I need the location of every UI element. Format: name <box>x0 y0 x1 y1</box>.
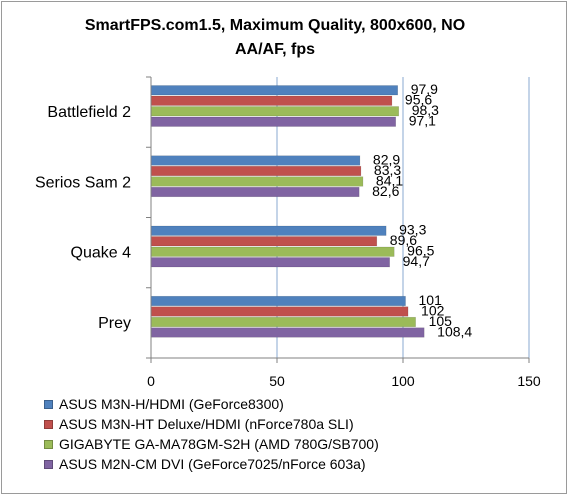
bar <box>150 295 406 307</box>
legend-swatch-icon <box>44 419 53 429</box>
data-label: 94,7 <box>403 253 430 269</box>
bar <box>150 186 360 198</box>
bar <box>150 225 387 236</box>
data-label: 89,6 <box>390 232 417 248</box>
x-tick-label: 50 <box>269 373 285 389</box>
category-label: Serios Sam 2 <box>35 174 131 191</box>
legend-label: ASUS M2N-CM DVI (GeForce7025/nForce 603a… <box>59 456 366 472</box>
legend-item: GIGABYTE GA-MA78GM-S2H (AMD 780G/SB700) <box>44 434 379 454</box>
data-label: 82,9 <box>373 151 400 167</box>
legend-label: ASUS M3N-HT Deluxe/HDMI (nForce780a SLI) <box>59 416 354 432</box>
bar <box>150 257 390 268</box>
data-label: 84,1 <box>376 172 403 188</box>
data-label: 93,3 <box>399 222 426 238</box>
bar <box>150 165 362 177</box>
data-label: 97,1 <box>409 113 436 129</box>
data-label: 98,3 <box>412 102 439 118</box>
data-label: 96,5 <box>407 243 434 259</box>
chart-legend: ASUS M3N-H/HDMI (GeForce8300) ASUS M3N-H… <box>44 394 379 474</box>
data-label: 83,3 <box>374 162 401 178</box>
data-label: 105 <box>429 313 453 329</box>
bar <box>150 316 416 328</box>
x-tick-label: 150 <box>517 373 541 389</box>
data-label: 102 <box>421 302 445 318</box>
data-label: 101 <box>419 292 443 308</box>
data-label: 82,6 <box>372 183 399 199</box>
bar <box>150 176 364 187</box>
data-label: 97,9 <box>411 81 438 97</box>
bar <box>150 85 399 96</box>
legend-swatch-icon <box>44 439 53 449</box>
legend-swatch-icon <box>44 459 53 469</box>
bar <box>150 327 425 338</box>
category-label: Prey <box>98 315 131 332</box>
legend-label: ASUS M3N-H/HDMI (GeForce8300) <box>59 396 284 412</box>
data-label: 95,6 <box>405 92 432 108</box>
chart-title-line-2: AA/AF, fps <box>235 41 315 58</box>
legend-item: ASUS M3N-H/HDMI (GeForce8300) <box>44 394 379 414</box>
x-tick-label: 0 <box>147 373 155 389</box>
legend-item: ASUS M2N-CM DVI (GeForce7025/nForce 603a… <box>44 454 379 474</box>
data-label: 108,4 <box>437 323 472 339</box>
bar <box>150 246 395 257</box>
bar <box>150 306 409 317</box>
category-label: Battlefield 2 <box>47 104 131 121</box>
bar <box>150 236 378 247</box>
legend-item: ASUS M3N-HT Deluxe/HDMI (nForce780a SLI) <box>44 414 379 434</box>
legend-swatch-icon <box>44 399 53 409</box>
bar <box>150 116 396 127</box>
category-label: Quake 4 <box>71 245 132 262</box>
bar <box>150 155 361 166</box>
legend-label: GIGABYTE GA-MA78GM-S2H (AMD 780G/SB700) <box>59 436 379 452</box>
bar <box>150 106 400 117</box>
x-tick-label: 100 <box>391 373 415 389</box>
bar <box>150 95 393 106</box>
chart-title-line-1: SmartFPS.com1.5, Maximum Quality, 800x60… <box>84 17 466 34</box>
